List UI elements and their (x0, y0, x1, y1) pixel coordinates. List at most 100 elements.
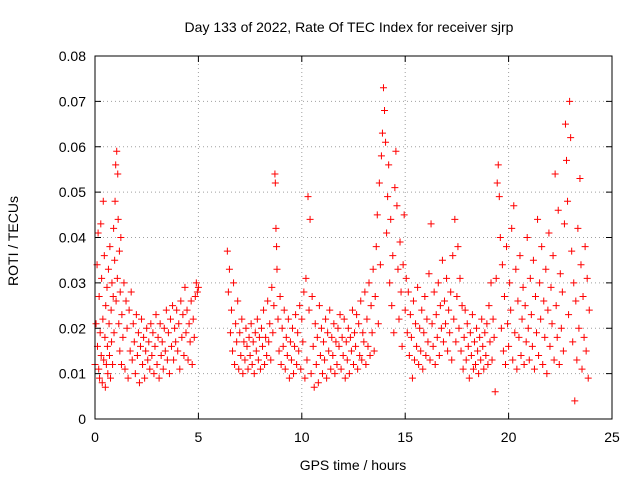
data-point (438, 256, 446, 264)
data-point (259, 342, 267, 350)
data-point (397, 288, 405, 296)
data-point (372, 243, 380, 251)
data-point (539, 361, 547, 369)
x-tick-label: 25 (604, 429, 620, 445)
data-point (545, 229, 553, 237)
data-point (383, 229, 391, 237)
data-point (448, 356, 456, 364)
data-point (531, 292, 539, 300)
data-point (309, 342, 317, 350)
data-point (141, 374, 149, 382)
data-point (546, 342, 554, 350)
data-point (194, 283, 202, 291)
data-point (179, 311, 187, 319)
data-point (469, 365, 477, 373)
data-point (444, 347, 452, 355)
data-point (277, 361, 285, 369)
x-axis-label: GPS time / hours (300, 457, 407, 473)
data-point (390, 329, 398, 337)
y-tick-label: 0.01 (59, 366, 86, 382)
data-point (449, 252, 457, 260)
x-tick-label: 0 (91, 429, 99, 445)
data-point (235, 365, 243, 373)
data-point (369, 265, 377, 273)
data-point (94, 229, 102, 237)
y-tick-label: 0.05 (59, 184, 86, 200)
data-point (470, 338, 478, 346)
data-point (266, 320, 274, 328)
data-point (398, 342, 406, 350)
data-point (130, 338, 138, 346)
data-point (388, 302, 396, 310)
data-point (417, 347, 425, 355)
data-point (489, 315, 497, 323)
data-point (104, 370, 112, 378)
y-tick-label: 0.04 (59, 230, 86, 246)
data-point (409, 297, 417, 305)
data-point (495, 193, 503, 201)
data-point (100, 356, 108, 364)
data-point (473, 324, 481, 332)
data-point (294, 329, 302, 337)
data-point (358, 356, 366, 364)
data-point (436, 302, 444, 310)
data-point (440, 297, 448, 305)
data-point (322, 315, 330, 323)
data-point (400, 211, 408, 219)
data-point (96, 329, 104, 337)
data-point (293, 361, 301, 369)
data-point (105, 351, 113, 359)
data-point (292, 311, 300, 319)
y-tick-label: 0.06 (59, 139, 86, 155)
data-point (108, 338, 116, 346)
data-point (114, 170, 122, 178)
data-point (157, 351, 165, 359)
data-point (537, 315, 545, 323)
data-point (253, 315, 261, 323)
data-point (535, 351, 543, 359)
data-point (408, 374, 416, 382)
data-point (310, 383, 318, 391)
data-point (303, 356, 311, 364)
data-point (270, 302, 278, 310)
data-point (142, 347, 150, 355)
data-point (389, 252, 397, 260)
data-point (261, 361, 269, 369)
data-point (244, 365, 252, 373)
data-point (357, 297, 365, 305)
data-point (585, 306, 593, 314)
data-point (163, 356, 171, 364)
data-point (269, 329, 277, 337)
data-point (192, 279, 200, 287)
data-point (453, 292, 461, 300)
data-point (558, 288, 566, 296)
data-point (193, 288, 201, 296)
data-point (268, 283, 276, 291)
data-point (232, 320, 240, 328)
data-point (488, 356, 496, 364)
data-point (231, 361, 239, 369)
data-point (104, 265, 112, 273)
data-point (573, 356, 581, 364)
data-point (351, 329, 359, 337)
data-point (381, 106, 389, 114)
y-tick-label: 0.02 (59, 320, 86, 336)
data-point (110, 224, 118, 232)
data-point (328, 333, 336, 341)
data-point (412, 320, 420, 328)
data-point (507, 306, 515, 314)
data-point (245, 333, 253, 341)
data-point (97, 220, 105, 228)
data-point (344, 324, 352, 332)
data-point (557, 324, 565, 332)
data-point (361, 288, 369, 296)
data-point (185, 320, 193, 328)
data-point (424, 338, 432, 346)
data-point (492, 274, 500, 282)
data-point (102, 361, 110, 369)
data-point (576, 175, 584, 183)
data-point (419, 365, 427, 373)
data-point (105, 320, 113, 328)
data-point (317, 324, 325, 332)
